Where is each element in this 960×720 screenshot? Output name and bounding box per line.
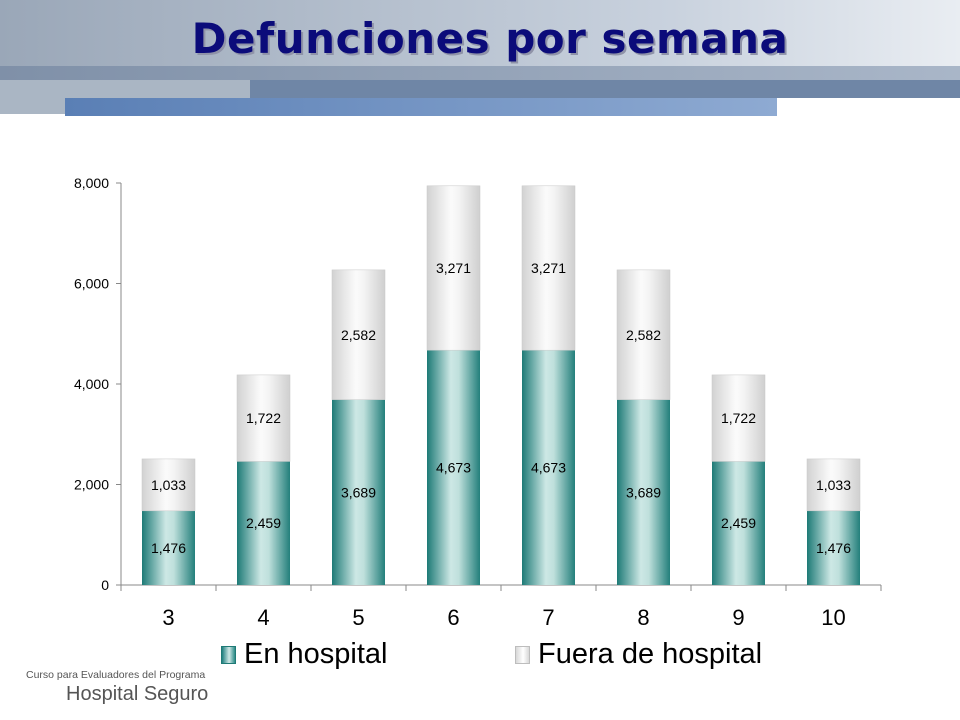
legend-swatch-hospital (221, 645, 236, 664)
y-tick-label: 0 (101, 577, 109, 593)
data-label-fuera-de-hospital: 1,033 (816, 477, 851, 493)
y-tick-label: 2,000 (74, 477, 109, 493)
bar-en-hospital (807, 510, 860, 585)
x-tick-label: 9 (732, 605, 744, 630)
header-banner (0, 0, 960, 116)
data-label-en-hospital: 2,459 (721, 515, 756, 531)
legend-swatch-fuera (515, 645, 530, 664)
bar-fuera-de-hospital (331, 269, 386, 400)
bar-fuera-de-hospital (236, 374, 291, 462)
x-tick-label: 6 (447, 605, 459, 630)
bar-en-hospital (522, 350, 575, 585)
bar-en-hospital (237, 461, 290, 585)
bar-fuera-de-hospital (426, 185, 481, 351)
bar-fuera-de-hospital (141, 458, 196, 512)
x-tick-label: 10 (821, 605, 845, 630)
footer-hospital-seguro: Hospital Seguro (66, 683, 209, 705)
data-label-en-hospital: 3,689 (626, 484, 661, 500)
data-label-fuera-de-hospital: 2,582 (626, 327, 661, 343)
bar-en-hospital (712, 461, 765, 585)
data-label-fuera-de-hospital: 1,722 (721, 410, 756, 426)
data-label-en-hospital: 4,673 (436, 460, 471, 476)
data-label-fuera-de-hospital: 3,271 (436, 260, 471, 276)
chart-legend: En hospital Fuera de hospital (0, 638, 960, 678)
bar-en-hospital (142, 510, 195, 585)
y-tick-label: 8,000 (74, 175, 109, 191)
legend-item-fuera: Fuera de hospital (515, 638, 762, 671)
data-label-en-hospital: 3,689 (341, 484, 376, 500)
data-label-en-hospital: 1,476 (151, 540, 186, 556)
x-tick-label: 3 (162, 605, 174, 630)
bar-en-hospital (427, 350, 480, 585)
data-label-en-hospital: 4,673 (531, 460, 566, 476)
bar-en-hospital (332, 399, 385, 585)
bar-fuera-de-hospital (521, 185, 576, 351)
data-label-fuera-de-hospital: 1,033 (151, 477, 186, 493)
footer-program-line: Curso para Evaluadores del Programa (26, 669, 206, 681)
bar-fuera-de-hospital (616, 269, 671, 400)
bar-fuera-de-hospital (711, 374, 766, 462)
data-label-en-hospital: 1,476 (816, 540, 851, 556)
bar-en-hospital (617, 399, 670, 585)
legend-label-hospital: En hospital (244, 638, 388, 670)
legend-label-fuera: Fuera de hospital (538, 638, 763, 670)
x-tick-label: 7 (542, 605, 554, 630)
bar-fuera-de-hospital (806, 458, 861, 512)
x-tick-label: 4 (257, 605, 269, 630)
x-tick-label: 5 (352, 605, 364, 630)
legend-item-hospital: En hospital (221, 638, 388, 671)
page-title: Defunciones por semana (191, 14, 789, 63)
data-label-fuera-de-hospital: 2,582 (341, 327, 376, 343)
x-tick-label: 8 (637, 605, 649, 630)
y-tick-label: 4,000 (74, 376, 109, 392)
y-tick-label: 6,000 (74, 276, 109, 292)
data-label-en-hospital: 2,459 (246, 515, 281, 531)
data-label-fuera-de-hospital: 1,722 (246, 410, 281, 426)
data-label-fuera-de-hospital: 3,271 (531, 260, 566, 276)
